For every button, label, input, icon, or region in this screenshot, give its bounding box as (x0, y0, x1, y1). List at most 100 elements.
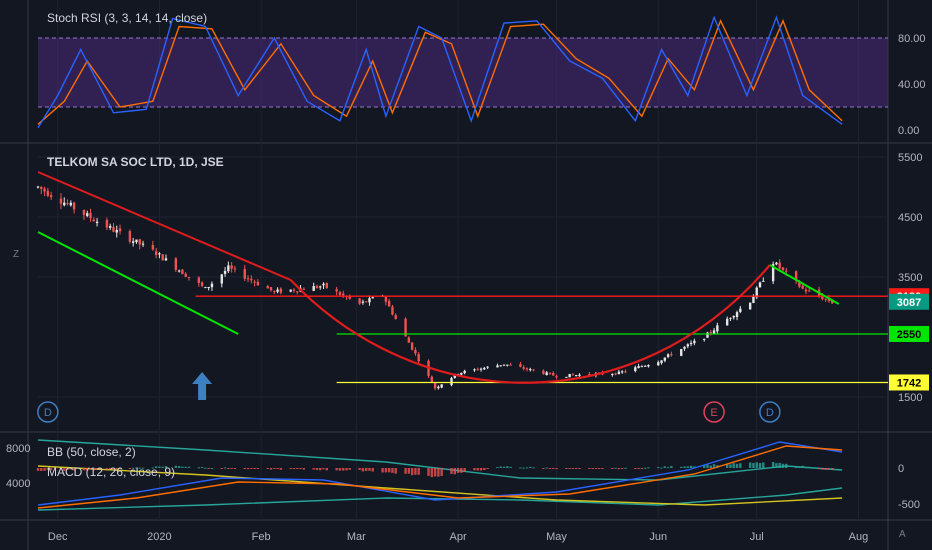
candle-body (72, 202, 76, 210)
macd-histogram-bar (177, 466, 181, 468)
candle-body (476, 369, 479, 371)
macd-histogram-bar (433, 468, 437, 477)
candle-body (781, 267, 785, 270)
macd-histogram-bar (601, 468, 604, 469)
candle-body (184, 273, 187, 277)
up-arrow-icon (192, 372, 213, 400)
macd-histogram-bar (499, 466, 502, 468)
macd-histogram-bar (292, 468, 296, 470)
macd-histogram-bar (486, 468, 489, 469)
candle-body (253, 281, 256, 283)
candle-body (59, 198, 63, 204)
macd-histogram-bar (86, 468, 89, 471)
downtrend-channel (37, 231, 239, 335)
macd-histogram-bar (509, 466, 512, 468)
macd-histogram-bar (456, 468, 460, 473)
candle-body (246, 278, 250, 280)
toolbar-z-icon[interactable]: Z (13, 249, 19, 260)
macd-histogram-bar (299, 468, 302, 469)
candle-body (210, 283, 214, 288)
candle-body (755, 287, 758, 298)
macd-histogram-bar (246, 468, 250, 470)
candle-body (164, 258, 168, 261)
candle-body (151, 244, 155, 250)
macd-histogram-bar (296, 468, 299, 470)
macd-histogram-bar (725, 463, 729, 468)
macd-histogram-bar (227, 468, 230, 469)
macd-histogram-bar (391, 468, 394, 473)
candle-body (798, 282, 801, 287)
candle-body (135, 239, 138, 243)
candle-body (49, 195, 53, 198)
candle-body (545, 372, 548, 376)
macd-histogram-bar (506, 466, 509, 468)
macd-histogram-bar (781, 463, 785, 468)
candle-body (509, 364, 512, 366)
macd-histogram-bar (666, 467, 670, 469)
macd-histogram-bar (89, 468, 92, 470)
price-label: 1742 (889, 374, 929, 391)
macd-histogram-bar (174, 465, 178, 468)
stoch-rsi-panel (37, 15, 888, 129)
event-marker[interactable]: D (759, 401, 781, 423)
candle-body (141, 243, 145, 245)
x-tick-label: Dec (48, 531, 68, 543)
candle-body (404, 318, 407, 337)
macd-histogram-bar (617, 468, 621, 470)
macd-histogram-bar (529, 466, 532, 468)
macd-histogram-bar (200, 466, 204, 468)
candle-body (86, 213, 89, 216)
candle-body (660, 360, 663, 364)
macd-histogram-bar (775, 463, 778, 468)
candle-body (414, 349, 417, 354)
bb-lower-band (37, 487, 843, 511)
candle-body (499, 365, 502, 367)
macd-histogram-bar (266, 468, 269, 469)
rsi-y-tick: 40.00 (898, 79, 926, 91)
candle-body (227, 265, 230, 272)
macd-histogram-bar (578, 468, 581, 469)
macd-histogram-bar (712, 464, 716, 468)
event-circle (703, 401, 725, 423)
candle-body (689, 342, 693, 345)
candle-body (712, 330, 716, 334)
macd-histogram-bar (703, 465, 706, 468)
candle-body (161, 254, 164, 261)
candle-body (394, 315, 397, 319)
candle-body (771, 264, 775, 282)
macd-histogram-bar (794, 466, 798, 468)
macd-histogram-bar (798, 466, 801, 468)
toolbar-a-icon[interactable]: A (899, 529, 906, 540)
macd-histogram-bar (637, 468, 640, 469)
candle-body (131, 241, 135, 243)
price-y-tick: 5500 (898, 152, 922, 164)
price-title: TELKOM SA SOC LTD, 1D, JSE (47, 155, 224, 169)
macd-histogram-bar (63, 468, 66, 471)
candle-body (821, 296, 824, 300)
macd-histogram-bar (588, 468, 591, 469)
event-marker[interactable]: E (703, 401, 725, 423)
macd-histogram-bar (785, 463, 788, 468)
price-label-bg (889, 326, 929, 342)
macd-histogram-bar (289, 468, 292, 469)
macd-histogram-bar (555, 468, 558, 469)
rsi-title: Stoch RSI (3, 3, 14, 14, close) (47, 11, 207, 25)
macd-histogram-bar (184, 466, 187, 468)
candle-body (703, 338, 706, 340)
candle-body (614, 373, 617, 375)
macd-histogram-bar (519, 467, 522, 469)
macd-histogram-bar (394, 468, 397, 474)
macd-histogram-bar (207, 468, 210, 469)
macd-histogram-bar (693, 466, 696, 468)
macd-histogram-bar (269, 468, 273, 470)
macd-histogram-bar (670, 466, 673, 468)
candle-body (758, 282, 762, 288)
bb-title: BB (50, close, 2) (47, 445, 136, 459)
macd-histogram-bar (204, 467, 207, 469)
candle-body (433, 382, 437, 389)
macd-histogram-bar (525, 467, 529, 469)
event-marker[interactable]: D (37, 401, 59, 423)
candle-body (63, 202, 66, 206)
candle-body (735, 312, 739, 318)
